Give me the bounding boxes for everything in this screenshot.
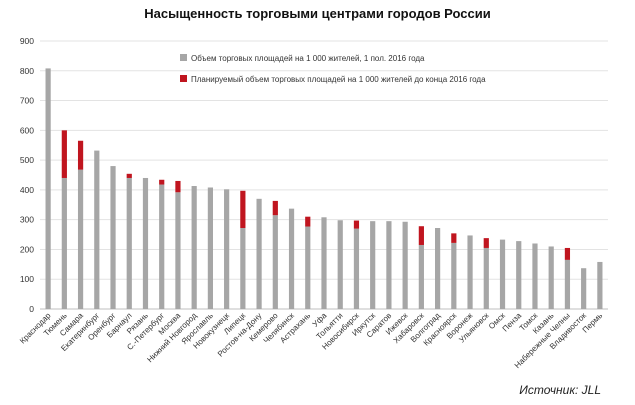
y-axis: 0 100 200 300 400 500 600 700 800 900 (20, 36, 34, 314)
bar-planned (159, 179, 165, 185)
source-note: Источник: JLL (519, 383, 601, 397)
bar-planned (240, 190, 246, 229)
bar-current (77, 169, 84, 309)
bar-current (337, 220, 343, 309)
bar-current (240, 228, 246, 309)
y-tick-label: 600 (20, 125, 34, 135)
bar-current (548, 246, 554, 309)
bar-current (451, 242, 457, 309)
bar-current (207, 187, 213, 309)
bar-planned (418, 226, 424, 245)
bar-current (499, 239, 506, 309)
bar-planned (175, 180, 181, 193)
y-tick-label: 900 (20, 36, 34, 46)
bar-current (305, 226, 311, 309)
bar-current (94, 150, 100, 309)
bar-planned (272, 200, 278, 216)
y-tick-label: 0 (29, 304, 34, 314)
bar-current (532, 243, 538, 309)
bar-current (581, 268, 587, 309)
y-tick-label: 100 (20, 274, 34, 284)
legend-swatch-planned (180, 75, 187, 82)
y-tick-label: 400 (20, 185, 34, 195)
y-tick-label: 800 (20, 66, 34, 76)
bar-current (159, 184, 165, 309)
bar-planned (483, 238, 489, 248)
bar-planned (61, 130, 67, 178)
bar-planned (564, 247, 571, 260)
bar-current (418, 244, 424, 309)
y-tick-label: 300 (20, 215, 34, 225)
bar-current (288, 208, 295, 309)
bar-current (597, 261, 603, 309)
bar-current (483, 247, 489, 309)
bar-current (175, 192, 181, 309)
bar-current (61, 177, 67, 309)
legend: Объем торговых площадей на 1 000 жителей… (180, 54, 486, 84)
bars (45, 68, 603, 309)
bar-planned (77, 140, 84, 170)
bar-planned (126, 173, 132, 178)
bar-current (467, 235, 473, 309)
y-tick-label: 500 (20, 155, 34, 165)
legend-label-current: Объем торговых площадей на 1 000 жителей… (191, 54, 425, 63)
bar-current (191, 186, 197, 309)
bar-current (256, 198, 262, 309)
bar-current (321, 217, 327, 309)
bar-current (564, 259, 571, 309)
bar-planned (353, 220, 360, 229)
bar-current (370, 221, 376, 309)
bar-planned (305, 216, 311, 227)
bar-current (110, 166, 116, 309)
bar-current (435, 228, 441, 309)
bar-current (402, 221, 408, 309)
chart-title: Насыщенность торговыми центрами городов … (144, 6, 491, 21)
bar-current (386, 221, 392, 309)
bar-current (224, 189, 230, 309)
legend-swatch-current (180, 54, 187, 61)
legend-label-planned: Планируемый объем торговых площадей на 1… (191, 75, 486, 84)
bar-current (516, 241, 522, 309)
bar-current (272, 215, 278, 309)
bar-current (353, 228, 360, 309)
bar-planned (451, 233, 457, 243)
y-tick-label: 200 (20, 244, 34, 254)
bar-current (142, 177, 149, 309)
bar-current (45, 68, 51, 309)
x-axis: КраснодарТюменьСамараЕкатеринбургОренбур… (18, 311, 604, 371)
y-tick-label: 700 (20, 96, 34, 106)
bar-current (126, 177, 132, 309)
